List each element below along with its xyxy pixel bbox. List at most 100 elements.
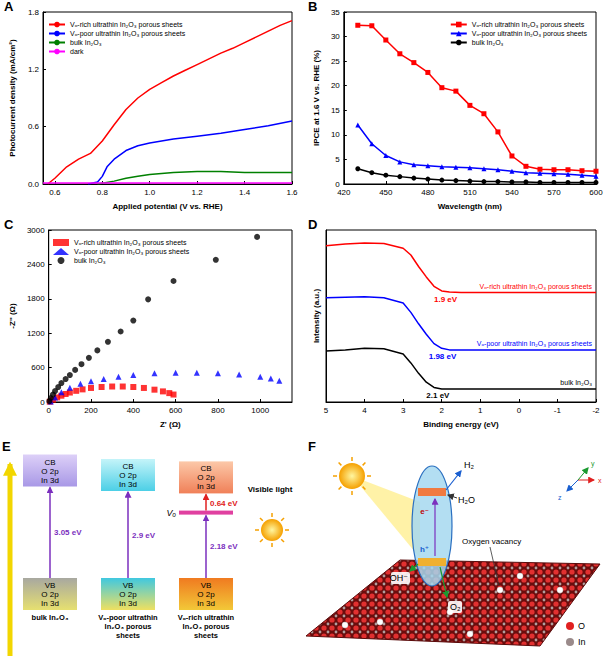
svg-text:CB: CB — [44, 458, 55, 467]
svg-text:1.0: 1.0 — [144, 188, 156, 197]
svg-text:1.4: 1.4 — [239, 188, 251, 197]
svg-text:Vₒ-poor ultrathin In₂O₃ porous: Vₒ-poor ultrathin In₂O₃ porous sheets — [74, 248, 190, 256]
svg-text:20: 20 — [331, 81, 340, 90]
svg-text:y: y — [591, 460, 595, 468]
svg-text:Wavelength (nm): Wavelength (nm) — [438, 202, 502, 211]
svg-text:4: 4 — [362, 406, 367, 415]
svg-text:bulk In₂O₃: bulk In₂O₃ — [70, 39, 102, 46]
svg-text:h⁺: h⁺ — [420, 545, 429, 554]
svg-text:540: 540 — [505, 188, 519, 197]
svg-text:25: 25 — [331, 57, 340, 66]
svg-text:Vₒ-poor ultrathin In₂O₃ porous: Vₒ-poor ultrathin In₂O₃ porous sheets — [70, 30, 186, 38]
svg-text:1.98 eV: 1.98 eV — [429, 352, 457, 361]
svg-text:-Z'' (Ω): -Z'' (Ω) — [8, 303, 17, 329]
svg-text:1.2: 1.2 — [28, 65, 40, 74]
svg-text:Photocurrent density (mA/cm²): Photocurrent density (mA/cm²) — [8, 39, 17, 157]
svg-text:1800: 1800 — [27, 294, 45, 303]
svg-text:Vₒ-rich ultrathin In₂O₃ porous: Vₒ-rich ultrathin In₂O₃ porous sheets — [70, 21, 183, 29]
svg-text:-2: -2 — [592, 406, 600, 415]
svg-text:Intensity (a.u.): Intensity (a.u.) — [312, 289, 321, 344]
svg-text:IPCE at 1.6 V vs. RHE (%): IPCE at 1.6 V vs. RHE (%) — [312, 50, 321, 146]
svg-text:x: x — [598, 477, 602, 484]
svg-text:z: z — [558, 494, 562, 501]
svg-text:600: 600 — [589, 188, 603, 197]
svg-text:In 3d: In 3d — [197, 482, 215, 491]
svg-text:H₂: H₂ — [464, 460, 474, 470]
svg-text:3000: 3000 — [27, 226, 45, 235]
svg-text:2.18 eV: 2.18 eV — [210, 542, 238, 551]
svg-text:570: 570 — [547, 188, 561, 197]
svg-text:O₂: O₂ — [450, 602, 461, 612]
svg-text:2.9 eV: 2.9 eV — [132, 531, 156, 540]
svg-text:sheets: sheets — [194, 631, 218, 640]
svg-text:0: 0 — [46, 406, 51, 415]
svg-text:1.9 eV: 1.9 eV — [434, 295, 458, 304]
svg-text:35: 35 — [331, 8, 340, 17]
svg-text:Vₒ-poor ultrathin In₂O₃ porous: Vₒ-poor ultrathin In₂O₃ porous sheets — [472, 30, 588, 38]
svg-text:3.05 eV: 3.05 eV — [54, 528, 82, 537]
svg-text:Binding energy (eV): Binding energy (eV) — [423, 420, 499, 429]
svg-text:5: 5 — [335, 155, 340, 164]
svg-text:CB: CB — [122, 462, 133, 471]
svg-text:O: O — [578, 621, 585, 631]
svg-text:800: 800 — [211, 406, 225, 415]
svg-text:O 2p: O 2p — [119, 471, 137, 480]
svg-text:e⁻: e⁻ — [420, 507, 429, 516]
svg-text:Vₒ-rich ultrathin In₂O₃ porous: Vₒ-rich ultrathin In₂O₃ porous sheets — [480, 283, 593, 291]
svg-text:200: 200 — [84, 406, 98, 415]
svg-text:bulk In₂O₃: bulk In₂O₃ — [472, 39, 504, 46]
svg-text:0.64 eV: 0.64 eV — [210, 499, 238, 508]
svg-text:Visible light: Visible light — [248, 485, 293, 494]
svg-text:0.0: 0.0 — [28, 180, 40, 189]
svg-text:bulk In₂O₃: bulk In₂O₃ — [32, 613, 69, 622]
svg-text:1000: 1000 — [251, 406, 269, 415]
svg-text:In₂O₃ porous: In₂O₃ porous — [105, 622, 152, 631]
svg-text:1.6: 1.6 — [286, 188, 298, 197]
svg-text:VB: VB — [45, 581, 56, 590]
svg-text:2.1 eV: 2.1 eV — [426, 391, 450, 400]
svg-text:Vₒ-poor ultrathin: Vₒ-poor ultrathin — [98, 613, 158, 622]
svg-text:2400: 2400 — [27, 260, 45, 269]
svg-text:In 3d: In 3d — [41, 599, 59, 608]
svg-text:2: 2 — [439, 406, 444, 415]
svg-text:bulk In₂O₃: bulk In₂O₃ — [74, 257, 106, 264]
svg-text:Z' (Ω): Z' (Ω) — [160, 420, 181, 429]
svg-text:30: 30 — [331, 32, 340, 41]
svg-text:Vₒ-rich ultrathin: Vₒ-rich ultrathin — [178, 613, 235, 622]
svg-text:O 2p: O 2p — [119, 590, 137, 599]
svg-text:O 2p: O 2p — [41, 590, 59, 599]
svg-text:bulk In₂O₃: bulk In₂O₃ — [560, 379, 592, 386]
svg-text:OH⁻: OH⁻ — [390, 573, 409, 583]
svg-text:0.8: 0.8 — [97, 188, 109, 197]
svg-text:0: 0 — [40, 398, 45, 407]
svg-text:-1: -1 — [554, 406, 562, 415]
svg-text:600: 600 — [31, 363, 45, 372]
svg-text:dark: dark — [70, 48, 84, 55]
svg-text:450: 450 — [379, 188, 393, 197]
svg-text:Vₒ: Vₒ — [166, 508, 176, 518]
svg-text:In: In — [578, 637, 586, 647]
svg-text:480: 480 — [421, 188, 435, 197]
svg-text:O 2p: O 2p — [197, 473, 215, 482]
svg-text:Applied potential (V vs. RHE): Applied potential (V vs. RHE) — [112, 202, 223, 211]
svg-text:1.8: 1.8 — [28, 8, 40, 17]
svg-text:O 2p: O 2p — [41, 467, 59, 476]
svg-text:15: 15 — [331, 106, 340, 115]
svg-text:510: 510 — [463, 188, 477, 197]
svg-text:3: 3 — [401, 406, 406, 415]
svg-text:400: 400 — [127, 406, 141, 415]
svg-text:1.2: 1.2 — [192, 188, 204, 197]
svg-text:10: 10 — [331, 130, 340, 139]
svg-text:CB: CB — [200, 464, 211, 473]
svg-text:5: 5 — [324, 406, 329, 415]
svg-text:Vₒ-poor ultrathin In₂O₃ porous: Vₒ-poor ultrathin In₂O₃ porous sheets — [477, 340, 593, 348]
svg-text:0.6: 0.6 — [28, 122, 40, 131]
svg-text:VB: VB — [201, 581, 212, 590]
svg-text:Vₒ-rich ultrathin In₂O₃ porous: Vₒ-rich ultrathin In₂O₃ porous sheets — [74, 239, 187, 247]
svg-text:In₂O₃ porous: In₂O₃ porous — [183, 622, 230, 631]
svg-text:Vₒ-rich ultrathin In₂O₃ porous: Vₒ-rich ultrathin In₂O₃ porous sheets — [472, 21, 585, 29]
svg-text:O 2p: O 2p — [197, 590, 215, 599]
svg-text:H₂O: H₂O — [458, 495, 475, 505]
svg-text:Oxygen vacancy: Oxygen vacancy — [462, 537, 521, 546]
svg-text:In 3d: In 3d — [41, 476, 59, 485]
